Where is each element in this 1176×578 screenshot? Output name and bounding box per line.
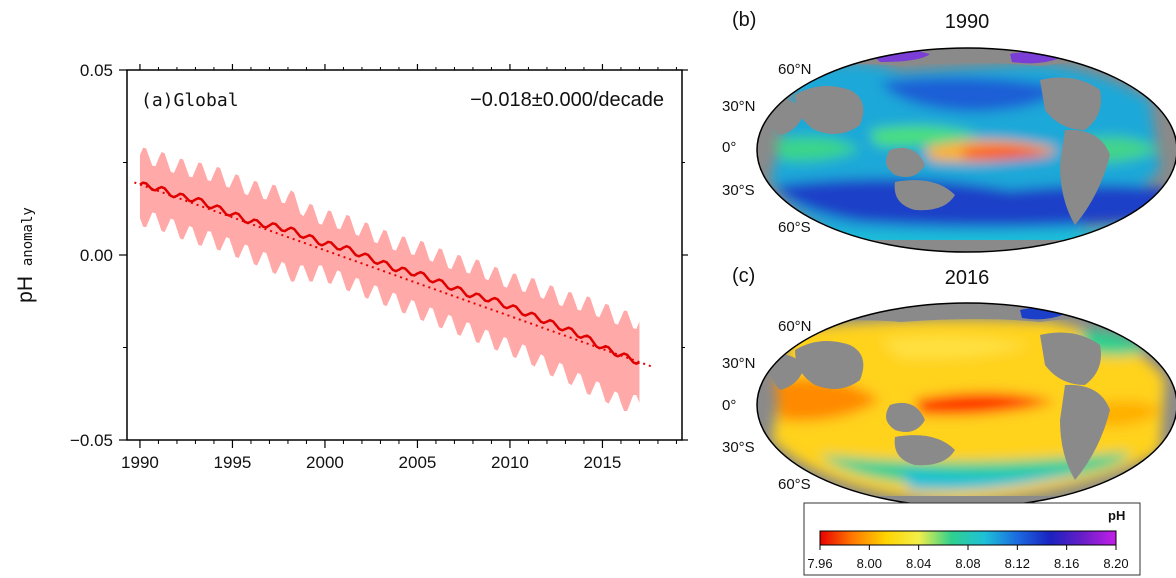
panel-c-label: (c): [732, 265, 755, 287]
panel-a-label: (a)Global: [141, 90, 239, 111]
colorbar-tick-label: 8.00: [857, 556, 882, 571]
lat-label-b-30n: 30°N: [722, 98, 756, 115]
colorbar-ticks: 7.96 8.00 8.04 8.08 8.12 8.16 8.20: [807, 545, 1129, 571]
colorbar-tick-label: 8.08: [955, 556, 980, 571]
y-axis-label-main: pH: [14, 276, 37, 303]
uncertainty-band-layer: [139, 147, 640, 412]
panel-c-title: 2016: [945, 267, 990, 289]
panel-b-title: 1990: [945, 11, 990, 33]
y-tick-label: 0.05: [80, 61, 113, 80]
panel-a-timeseries: 1990 1995 2000 2005 2010 2015 0.05 0.00 −0.05 (a…: [14, 61, 688, 472]
mean-line-layer: [134, 181, 653, 368]
colorbar-tick-label: 8.04: [906, 556, 931, 571]
colorbar-tick-label: 8.16: [1054, 556, 1079, 571]
x-tick-label: 1995: [214, 453, 252, 472]
map-c-field: [757, 303, 1176, 507]
y-tick-label: −0.05: [70, 431, 113, 450]
uncertainty-band: [139, 147, 640, 412]
lat-label-c-30s: 30°S: [722, 439, 755, 456]
x-tick-label: 2015: [584, 453, 622, 472]
colorbar-gradient: [819, 530, 1117, 546]
trend-annotation: −0.018±0.000/decade: [470, 89, 664, 111]
colorbar-tick-label: 8.12: [1005, 556, 1030, 571]
mean-line: [139, 181, 640, 365]
y-axis-label: pH anomaly: [14, 207, 37, 303]
x-tick-label: 2000: [306, 453, 344, 472]
x-tick-label: 2010: [491, 453, 529, 472]
tick-label-layer: 1990 1995 2000 2005 2010 2015 0.05 0.00 −0.05: [70, 61, 621, 472]
colorbar: pH 7.96 8.00 8.04 8.08 8.12 8.16 8.20: [803, 502, 1141, 576]
lat-label-b-60s: 60°S: [778, 219, 811, 236]
x-tick-label: 2005: [399, 453, 437, 472]
tick-layer: [119, 64, 688, 448]
lat-label-b-0: 0°: [722, 139, 736, 156]
panel-c-map: (c) 2016 60°N 30°: [722, 265, 1176, 508]
lat-label-b-30s: 30°S: [722, 182, 755, 199]
panel-b-label: (b): [732, 9, 756, 31]
panel-b-map: (b) 1990: [722, 9, 1176, 253]
x-tick-label: 1990: [121, 453, 159, 472]
y-axis-label-sub: anomaly: [20, 207, 36, 266]
y-tick-label: 0.00: [80, 246, 113, 265]
colorbar-label: pH: [1108, 508, 1125, 523]
colorbar-tick-label: 8.20: [1103, 556, 1128, 571]
lat-label-b-60n: 60°N: [778, 61, 812, 78]
colorbar-tick-label: 7.96: [807, 556, 832, 571]
lat-label-c-0: 0°: [722, 397, 736, 414]
lat-label-c-30n: 30°N: [722, 355, 756, 372]
trend-line: [134, 181, 653, 368]
lat-label-c-60n: 60°N: [778, 318, 812, 335]
svg-text:pH anomaly: pH anomaly: [14, 207, 37, 303]
lat-label-c-60s: 60°S: [778, 476, 811, 493]
